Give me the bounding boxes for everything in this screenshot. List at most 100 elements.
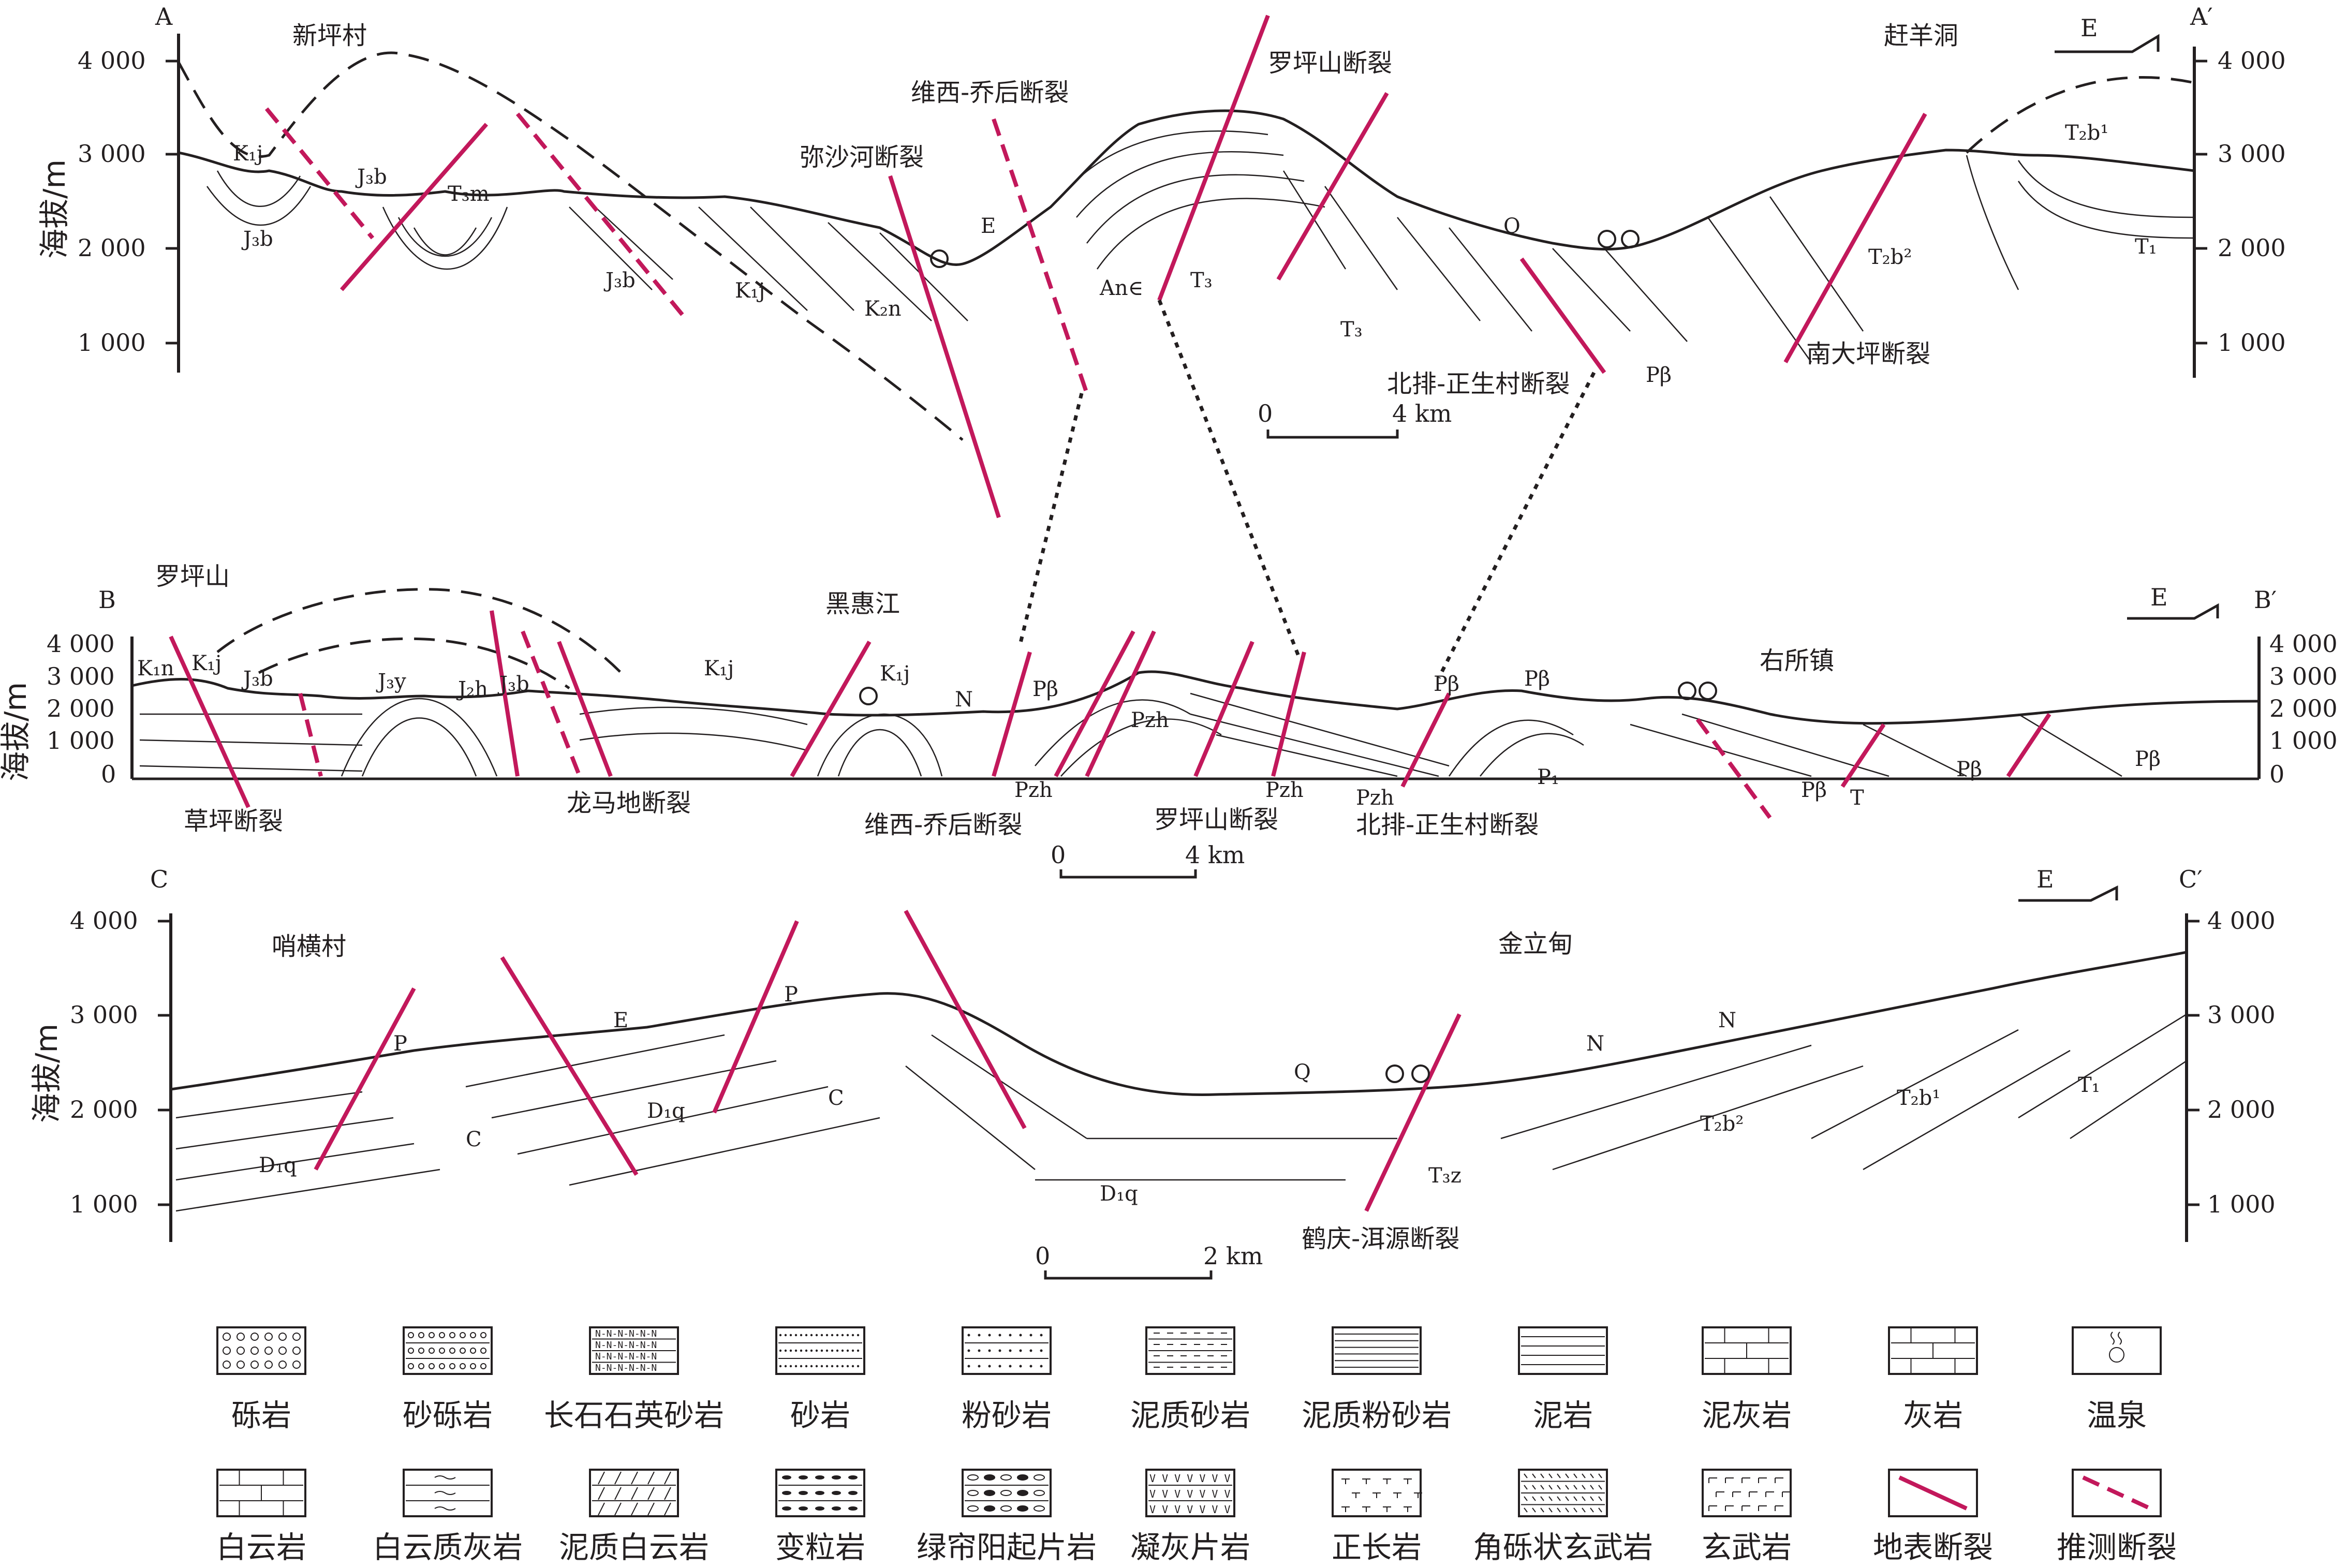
- legend-item-sandy-conglomerate: 砂砾岩: [403, 1326, 493, 1433]
- a-fault-label-luopingshan: 罗坪山断裂: [1268, 49, 1392, 78]
- svg-text:J₃b: J₃b: [241, 227, 273, 251]
- legend-label: 灰岩: [1903, 1398, 1963, 1433]
- svg-text:C: C: [466, 1128, 482, 1151]
- a-fault-mishahe: [888, 175, 1001, 519]
- a-fault-3: [515, 112, 685, 317]
- b-fault-9: [1271, 652, 1306, 777]
- section-b-left-ticks: 4 000 3 000 2 000 1 000 0: [47, 630, 116, 788]
- b-place-heihuijiang: 黑惠江: [825, 589, 900, 618]
- svg-text:3 000: 3 000: [70, 1001, 138, 1029]
- dolomitic-limestone-pattern-icon: [403, 1469, 493, 1517]
- section-b-right-ticks: 4 000 3 000 2 000 1 000 0: [2269, 630, 2338, 788]
- argillaceous-siltstone-pattern-icon: [1332, 1326, 1422, 1375]
- legend-label: 泥质白云岩: [559, 1530, 709, 1565]
- svg-text:K₁j: K₁j: [735, 279, 765, 303]
- a-fault-4: [1276, 92, 1389, 281]
- legend-item-leptynite: 变粒岩: [775, 1469, 865, 1565]
- svg-text:1 000: 1 000: [2269, 727, 2338, 755]
- svg-text:P: P: [393, 1032, 407, 1056]
- section-c-right-ticks: 4 000 3 000 2 000 1 000: [2187, 907, 2276, 1218]
- a-fault-xinping: [264, 107, 375, 240]
- svg-text:C: C: [828, 1086, 844, 1110]
- section-c-unit-labels: P E P D₁q C D₁q C D₁q Q T₃z N N T₂b² T₂b…: [259, 983, 2100, 1206]
- c-direction-arrow-icon: E: [2018, 865, 2118, 902]
- a-fault-2: [339, 123, 489, 291]
- svg-text:Pzh: Pzh: [1014, 778, 1053, 802]
- legend-item-siltstone: 粉砂岩: [962, 1326, 1052, 1433]
- limestone-pattern-icon: [1888, 1326, 1978, 1375]
- svg-text:T₃m: T₃m: [448, 182, 490, 206]
- legend-item-argillaceous-siltstone: 泥质粉砂岩: [1302, 1326, 1452, 1433]
- svg-text:V V V V V V V: V V V V V V V: [1149, 1472, 1231, 1485]
- b-fault-caoping: [169, 635, 250, 808]
- c-fault-1: [314, 987, 416, 1171]
- svg-text:E: E: [2036, 865, 2054, 893]
- svg-text:Pβ: Pβ: [1524, 667, 1550, 691]
- section-b-strata: [139, 692, 2122, 777]
- syenite-pattern-icon: [1332, 1469, 1422, 1517]
- svg-text:Pβ: Pβ: [1801, 778, 1827, 802]
- legend-item-feldspar-quartz-sandstone: N-N-N-N-N-NN-N-N-N-N-NN-N-N-N-N-NN-N-N-N…: [544, 1326, 724, 1433]
- svg-text:An∈: An∈: [1099, 276, 1143, 300]
- svg-text:Pβ: Pβ: [1434, 672, 1459, 696]
- svg-text:J₃b: J₃b: [603, 269, 636, 292]
- a-place-xinpingcun: 新坪村: [292, 21, 367, 50]
- svg-text:Pzh: Pzh: [1356, 786, 1394, 810]
- a-hot-spring-icon: [930, 230, 1640, 268]
- section-a-scale-bar: 0 4 km: [1258, 400, 1452, 439]
- mudstone-pattern-icon: [1518, 1326, 1608, 1375]
- legend-label: 白云岩: [216, 1530, 306, 1565]
- svg-text:0: 0: [1258, 400, 1273, 427]
- legend-label: 砂砾岩: [403, 1398, 493, 1433]
- section-b: B B′ 海拔/m 4 000 3 000 2 000 1 000 0 4 00…: [0, 562, 2338, 879]
- section-a-unit-labels: K₁j J₃b J₃b T₃m J₃b K₁j K₂n E An∈ T₃ T₃ …: [233, 121, 2157, 387]
- legend-label: 变粒岩: [775, 1530, 865, 1565]
- b-place-yousuozhen: 右所镇: [1760, 646, 1834, 675]
- svg-text:4 km: 4 km: [1392, 400, 1452, 427]
- a-fault-label-mishahe: 弥沙河断裂: [800, 143, 924, 172]
- svg-text:3 000: 3 000: [2269, 662, 2338, 690]
- legend-label: 玄武岩: [1702, 1530, 1792, 1565]
- b-fault-12: [1840, 723, 1886, 788]
- b-fault-2: [298, 693, 323, 777]
- section-c-strata: [175, 1013, 2187, 1212]
- legend-label: 泥岩: [1533, 1398, 1593, 1433]
- svg-text:4 000: 4 000: [2269, 630, 2338, 658]
- section-b-left-label: B: [98, 586, 116, 614]
- svg-text:0: 0: [101, 760, 116, 788]
- svg-text:T₁: T₁: [2135, 235, 2157, 259]
- svg-text:T₃: T₃: [1340, 318, 1363, 342]
- a-right-tick-2000: 2 000: [2218, 234, 2286, 262]
- legend-item-basalt: 玄武岩: [1702, 1469, 1792, 1565]
- argillaceous-sandstone-pattern-icon: [1145, 1326, 1235, 1375]
- c-fault-3: [712, 920, 799, 1114]
- legend-item-surface-fault: 地表断裂: [1873, 1469, 1993, 1565]
- a-fault-weixi: [992, 118, 1089, 394]
- legend-label: 凝灰片岩: [1130, 1530, 1250, 1565]
- epidote-actinolite-schist-pattern-icon: [962, 1469, 1052, 1517]
- argillaceous-dolomite-pattern-icon: [589, 1469, 679, 1517]
- svg-text:V V V V V V V: V V V V V V V: [1149, 1488, 1231, 1500]
- svg-text:D₁q: D₁q: [1100, 1182, 1138, 1206]
- b-fault-luopingshan: [1193, 641, 1254, 777]
- section-a-left-ticks: 4 000 3 000 2 000 1 000: [78, 47, 179, 357]
- a-tick-2000: 2 000: [78, 234, 146, 262]
- dolomite-pattern-icon: [216, 1469, 306, 1517]
- a-right-tick-1000: 1 000: [2218, 329, 2286, 357]
- svg-text:N-N-N-N-N-N: N-N-N-N-N-N: [595, 1351, 657, 1362]
- legend-item-marl: 泥灰岩: [1702, 1326, 1792, 1433]
- legend-item-syenite: 正长岩: [1332, 1469, 1422, 1565]
- svg-text:T₂b²: T₂b²: [1700, 1112, 1744, 1136]
- section-c-left-label: C: [150, 865, 168, 893]
- svg-text:T₃: T₃: [1190, 269, 1213, 292]
- svg-text:K₂n: K₂n: [864, 297, 902, 321]
- c-fault-heqing: [1364, 1013, 1462, 1212]
- section-c-y-axis-title: 海拔/m: [29, 1024, 64, 1123]
- legend-label: 正长岩: [1332, 1530, 1422, 1565]
- section-c: C C′ 海拔/m 4 000 3 000 2 000 1 000 4 000 …: [29, 865, 2276, 1280]
- svg-text:J₃b: J₃b: [241, 667, 273, 691]
- svg-text:E: E: [2150, 583, 2168, 611]
- svg-text:J₃b: J₃b: [355, 165, 387, 189]
- svg-text:T₂b¹: T₂b¹: [1897, 1086, 1940, 1110]
- svg-text:T: T: [1850, 786, 1864, 810]
